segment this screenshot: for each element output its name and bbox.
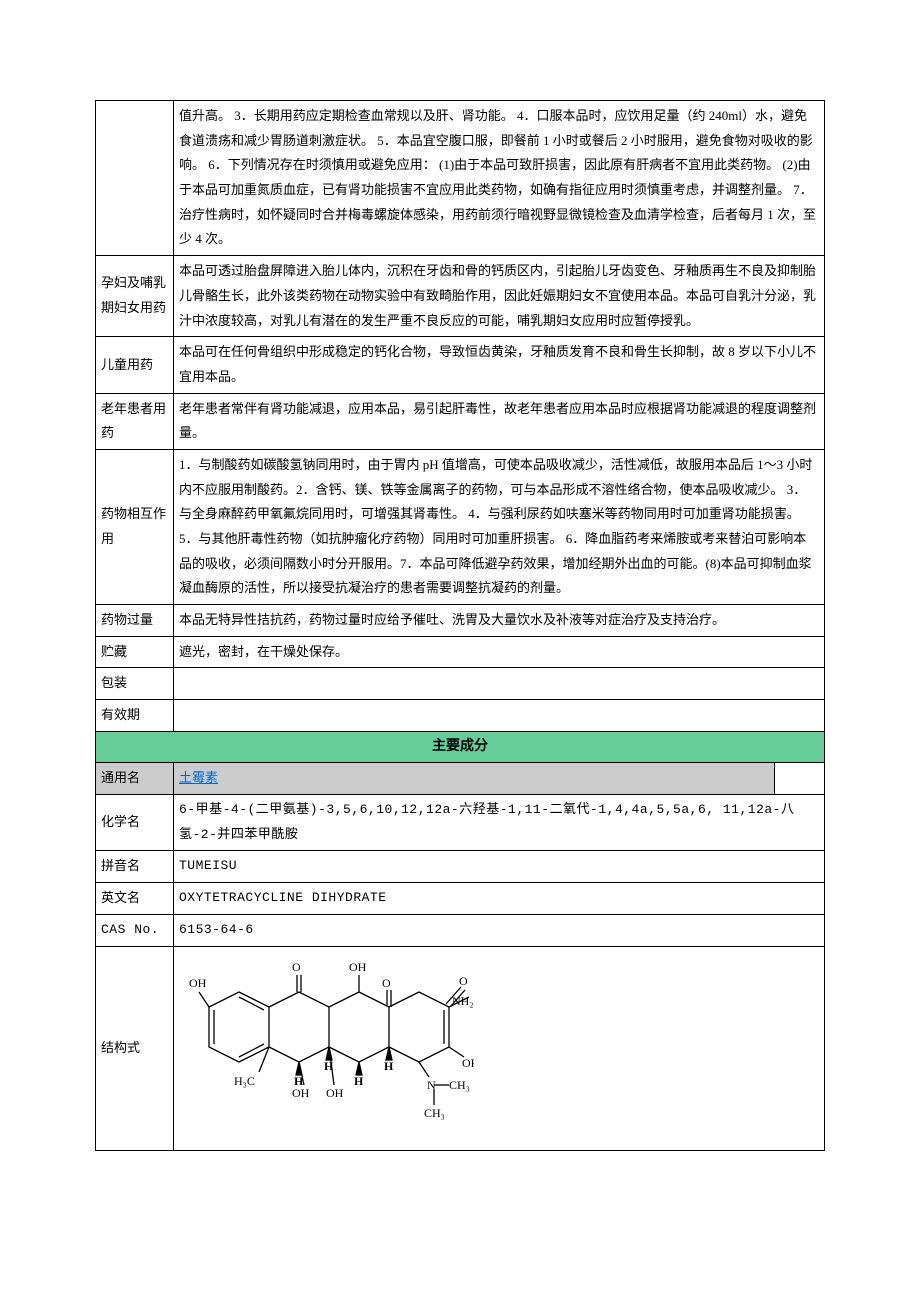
struct-o1: O bbox=[292, 960, 301, 974]
struct-nh2: NH₂ bbox=[452, 994, 474, 1008]
structure-label: 结构式 bbox=[96, 946, 174, 1151]
structure-row: 结构式 bbox=[96, 946, 825, 1151]
precautions-content: 值升高。 3．长期用药应定期检查血常规以及肝、肾功能。 4．口服本品时，应饮用足… bbox=[174, 101, 825, 256]
validity-label: 有效期 bbox=[96, 700, 174, 732]
packaging-row: 包装 bbox=[96, 668, 825, 700]
struct-oh5: OH bbox=[326, 1086, 344, 1100]
struct-h4: H bbox=[384, 1059, 394, 1073]
struct-h3c: H₃C bbox=[234, 1074, 255, 1088]
english-label: 英文名 bbox=[96, 883, 174, 915]
struct-h2: H bbox=[324, 1059, 334, 1073]
struct-oh4: OH bbox=[292, 1086, 310, 1100]
struct-oh2: OH bbox=[349, 960, 367, 974]
struct-oh3: OH bbox=[462, 1056, 474, 1070]
pinyin-label: 拼音名 bbox=[96, 851, 174, 883]
packaging-label: 包装 bbox=[96, 668, 174, 700]
generic-name-link[interactable]: 土霉素 bbox=[179, 770, 218, 785]
struct-ch3-2: CH₃ bbox=[424, 1106, 445, 1120]
precautions-label-cell bbox=[96, 101, 174, 256]
overdose-content: 本品无特异性拮抗药，药物过量时应给予催吐、洗胃及大量饮水及补液等对症治疗及支持治… bbox=[174, 605, 825, 637]
children-label: 儿童用药 bbox=[96, 337, 174, 393]
storage-content: 遮光，密封，在干燥处保存。 bbox=[174, 636, 825, 668]
validity-row: 有效期 bbox=[96, 700, 825, 732]
struct-o2: O bbox=[382, 976, 391, 990]
generic-name-label: 通用名 bbox=[96, 763, 174, 795]
chemical-name-label: 化学名 bbox=[96, 795, 174, 851]
chemical-name-value: 6-甲基-4-(二甲氨基)-3,5,6,10,12,12a-六羟基-1,11-二… bbox=[174, 795, 825, 851]
structure-cell: OH O OH O O NH₂ OH H₃C OH OH H H H H N C… bbox=[174, 946, 825, 1151]
elderly-label: 老年患者用药 bbox=[96, 393, 174, 449]
struct-oh1: OH bbox=[189, 976, 207, 990]
pinyin-value: TUMEISU bbox=[174, 851, 825, 883]
generic-name-row: 通用名 土霉素 bbox=[96, 763, 825, 795]
interaction-content: 1．与制酸药如碳酸氢钠同用时，由于胃内 pH 值增高，可使本品吸收减少，活性减低… bbox=[174, 449, 825, 604]
generic-name-extra bbox=[774, 763, 824, 794]
children-row: 儿童用药 本品可在任何骨组织中形成稳定的钙化合物，导致恒齿黄染，牙釉质发育不良和… bbox=[96, 337, 825, 393]
struct-h1: H bbox=[294, 1074, 304, 1088]
validity-content bbox=[174, 700, 825, 732]
cas-row: CAS No. 6153-64-6 bbox=[96, 914, 825, 946]
precautions-continued-row: 值升高。 3．长期用药应定期检查血常规以及肝、肾功能。 4．口服本品时，应饮用足… bbox=[96, 101, 825, 256]
packaging-content bbox=[174, 668, 825, 700]
elderly-content: 老年患者常伴有肾功能减退，应用本品，易引起肝毒性，故老年患者应用本品时应根据肾功… bbox=[174, 393, 825, 449]
english-value: OXYTETRACYCLINE DIHYDRATE bbox=[174, 883, 825, 915]
pregnancy-content: 本品可透过胎盘屏障进入胎儿体内，沉积在牙齿和骨的钙质区内，引起胎儿牙齿变色、牙釉… bbox=[174, 256, 825, 337]
overdose-label: 药物过量 bbox=[96, 605, 174, 637]
ingredients-header-row: 主要成分 bbox=[96, 731, 825, 763]
struct-h3: H bbox=[354, 1074, 364, 1088]
pregnancy-label: 孕妇及哺乳期妇女用药 bbox=[96, 256, 174, 337]
storage-label: 贮藏 bbox=[96, 636, 174, 668]
interaction-label: 药物相互作用 bbox=[96, 449, 174, 604]
struct-ch3-1: CH₃ bbox=[449, 1078, 470, 1092]
structure-diagram: OH O OH O O NH₂ OH H₃C OH OH H H H H N C… bbox=[184, 957, 474, 1132]
pregnancy-row: 孕妇及哺乳期妇女用药 本品可透过胎盘屏障进入胎儿体内，沉积在牙齿和骨的钙质区内，… bbox=[96, 256, 825, 337]
ingredients-header: 主要成分 bbox=[96, 731, 825, 763]
cas-label: CAS No. bbox=[96, 914, 174, 946]
english-row: 英文名 OXYTETRACYCLINE DIHYDRATE bbox=[96, 883, 825, 915]
pinyin-row: 拼音名 TUMEISU bbox=[96, 851, 825, 883]
children-content: 本品可在任何骨组织中形成稳定的钙化合物，导致恒齿黄染，牙釉质发育不良和骨生长抑制… bbox=[174, 337, 825, 393]
interaction-row: 药物相互作用 1．与制酸药如碳酸氢钠同用时，由于胃内 pH 值增高，可使本品吸收… bbox=[96, 449, 825, 604]
overdose-row: 药物过量 本品无特异性拮抗药，药物过量时应给予催吐、洗胃及大量饮水及补液等对症治… bbox=[96, 605, 825, 637]
storage-row: 贮藏 遮光，密封，在干燥处保存。 bbox=[96, 636, 825, 668]
struct-o3: O bbox=[459, 974, 468, 988]
drug-info-table: 值升高。 3．长期用药应定期检查血常规以及肝、肾功能。 4．口服本品时，应饮用足… bbox=[95, 100, 825, 1151]
struct-n: N bbox=[427, 1078, 436, 1092]
elderly-row: 老年患者用药 老年患者常伴有肾功能减退，应用本品，易引起肝毒性，故老年患者应用本… bbox=[96, 393, 825, 449]
chemical-name-row: 化学名 6-甲基-4-(二甲氨基)-3,5,6,10,12,12a-六羟基-1,… bbox=[96, 795, 825, 851]
cas-value: 6153-64-6 bbox=[174, 914, 825, 946]
generic-name-value[interactable]: 土霉素 bbox=[174, 763, 774, 794]
